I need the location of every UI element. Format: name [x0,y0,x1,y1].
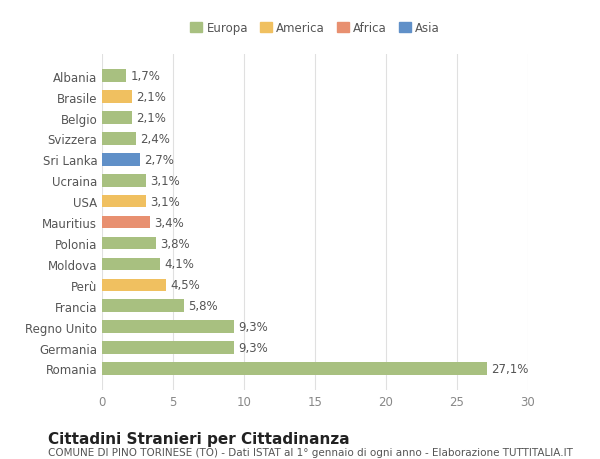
Bar [102,196,146,208]
Text: 3,4%: 3,4% [155,216,184,229]
Bar [102,279,166,291]
Text: 1,7%: 1,7% [130,70,160,83]
Bar [102,91,132,104]
Bar [102,154,140,166]
Legend: Europa, America, Africa, Asia: Europa, America, Africa, Asia [185,17,445,40]
Bar [102,133,136,146]
Text: 2,1%: 2,1% [136,112,166,125]
Text: 2,1%: 2,1% [136,91,166,104]
Text: 9,3%: 9,3% [238,320,268,333]
Bar [102,237,156,250]
Bar [102,70,126,83]
Text: 3,1%: 3,1% [150,195,180,208]
Text: 9,3%: 9,3% [238,341,268,354]
Text: 4,5%: 4,5% [170,279,200,291]
Text: COMUNE DI PINO TORINESE (TO) - Dati ISTAT al 1° gennaio di ogni anno - Elaborazi: COMUNE DI PINO TORINESE (TO) - Dati ISTA… [48,448,573,458]
Text: 27,1%: 27,1% [491,362,529,375]
Bar [102,258,160,271]
Bar [102,112,132,124]
Text: 4,1%: 4,1% [164,258,194,271]
Bar [102,341,234,354]
Bar [102,300,184,312]
Bar [102,363,487,375]
Text: 3,1%: 3,1% [150,174,180,187]
Text: 3,8%: 3,8% [160,237,190,250]
Bar [102,321,234,333]
Text: 5,8%: 5,8% [188,300,218,313]
Bar [102,174,146,187]
Bar [102,216,150,229]
Text: 2,4%: 2,4% [140,133,170,146]
Text: 2,7%: 2,7% [145,154,175,167]
Text: Cittadini Stranieri per Cittadinanza: Cittadini Stranieri per Cittadinanza [48,431,350,447]
